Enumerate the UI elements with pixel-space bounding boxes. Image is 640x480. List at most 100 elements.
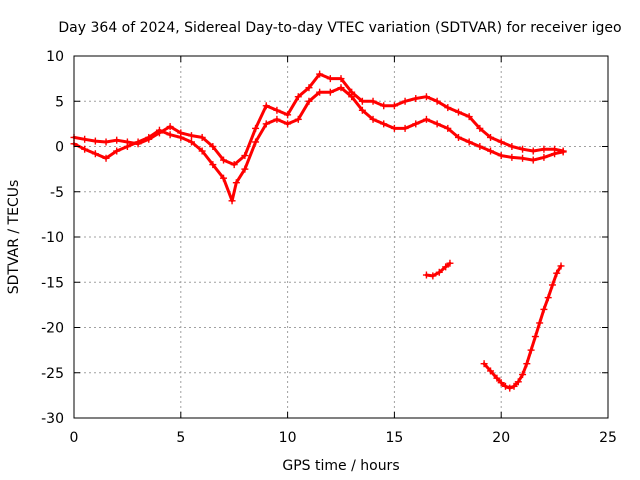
data-point xyxy=(348,93,356,101)
series-pass-b xyxy=(70,84,567,205)
data-point xyxy=(435,268,443,276)
series-pass-c xyxy=(422,259,454,280)
data-point xyxy=(230,161,238,169)
data-point xyxy=(81,145,89,153)
data-point xyxy=(294,93,302,101)
data-point xyxy=(91,150,99,158)
data-point xyxy=(465,113,473,121)
data-point xyxy=(412,120,420,128)
data-point xyxy=(284,120,292,128)
x-tick-label: 25 xyxy=(599,430,617,446)
data-point xyxy=(497,379,505,387)
data-point xyxy=(519,145,527,153)
data-point xyxy=(422,115,430,123)
data-point xyxy=(480,360,488,368)
y-tick-label: -15 xyxy=(41,275,64,291)
data-point xyxy=(508,153,516,161)
y-tick-label: -5 xyxy=(50,185,64,201)
data-point xyxy=(529,156,537,164)
data-point xyxy=(429,272,437,280)
data-point xyxy=(476,124,484,132)
data-point xyxy=(198,147,206,155)
data-point xyxy=(540,153,548,161)
x-tick-label: 10 xyxy=(279,430,297,446)
data-point xyxy=(510,382,518,390)
data-point xyxy=(401,124,409,132)
data-point xyxy=(284,111,292,119)
data-point xyxy=(501,382,509,390)
data-point xyxy=(442,263,450,271)
data-point xyxy=(506,384,514,392)
data-point xyxy=(487,367,495,375)
data-point xyxy=(232,179,240,187)
data-point xyxy=(540,305,548,313)
data-point xyxy=(228,197,236,205)
data-point xyxy=(444,124,452,132)
series-line xyxy=(72,86,565,203)
data-point xyxy=(531,333,539,341)
y-tick-label: -30 xyxy=(41,411,64,427)
data-point xyxy=(390,124,398,132)
data-point xyxy=(326,88,334,96)
data-point xyxy=(305,97,313,105)
data-point xyxy=(446,259,454,267)
y-tick-label: 10 xyxy=(46,49,64,65)
series-pass-a xyxy=(70,70,567,169)
data-point xyxy=(241,152,249,160)
x-tick-label: 0 xyxy=(70,430,79,446)
data-point xyxy=(241,165,249,173)
y-tick-label: 0 xyxy=(55,140,64,156)
data-point xyxy=(187,132,195,140)
y-tick-label: 5 xyxy=(55,94,64,110)
data-point xyxy=(508,143,516,150)
data-point xyxy=(91,137,99,145)
data-point xyxy=(102,154,110,162)
data-point xyxy=(514,378,522,386)
data-point xyxy=(519,371,527,379)
data-point xyxy=(544,294,552,302)
data-point xyxy=(113,136,121,144)
data-point xyxy=(316,70,324,78)
data-point xyxy=(529,147,537,155)
data-point xyxy=(198,133,206,141)
data-point xyxy=(273,106,281,114)
data-point xyxy=(166,131,174,139)
data-point xyxy=(252,124,260,132)
x-tick-label: 5 xyxy=(176,430,185,446)
data-point xyxy=(316,88,324,96)
series-pass-d xyxy=(480,262,565,392)
data-point xyxy=(380,120,388,128)
data-point xyxy=(465,138,473,146)
data-point xyxy=(422,93,430,101)
data-point xyxy=(422,271,430,279)
axis-ticks: 0 5 10 15 20 25 -30 -25 -20 -15 -10 -5 0 5 10 xyxy=(41,49,617,446)
data-point xyxy=(369,115,377,123)
data-series xyxy=(70,70,567,392)
data-point xyxy=(273,115,281,123)
series-line xyxy=(482,264,563,390)
data-point xyxy=(412,95,420,103)
data-point xyxy=(187,138,195,146)
x-tick-label: 15 xyxy=(385,430,403,446)
data-point xyxy=(548,281,556,289)
data-point xyxy=(536,319,544,327)
data-point xyxy=(553,269,561,277)
data-point xyxy=(337,84,345,92)
data-point xyxy=(294,115,302,123)
data-point xyxy=(559,148,567,156)
x-axis-label: GPS time / hours xyxy=(282,458,399,474)
data-point xyxy=(155,126,163,134)
data-point xyxy=(262,120,270,128)
data-point xyxy=(337,75,345,83)
data-point xyxy=(209,143,217,150)
data-point xyxy=(493,374,501,382)
data-point xyxy=(433,120,441,128)
data-point xyxy=(145,133,153,141)
data-point xyxy=(209,161,217,169)
data-point xyxy=(113,147,121,155)
data-point xyxy=(102,138,110,146)
data-point xyxy=(220,156,228,164)
chart-title: Day 364 of 2024, Sidereal Day-to-day VTE… xyxy=(58,20,621,36)
data-point xyxy=(81,135,89,143)
